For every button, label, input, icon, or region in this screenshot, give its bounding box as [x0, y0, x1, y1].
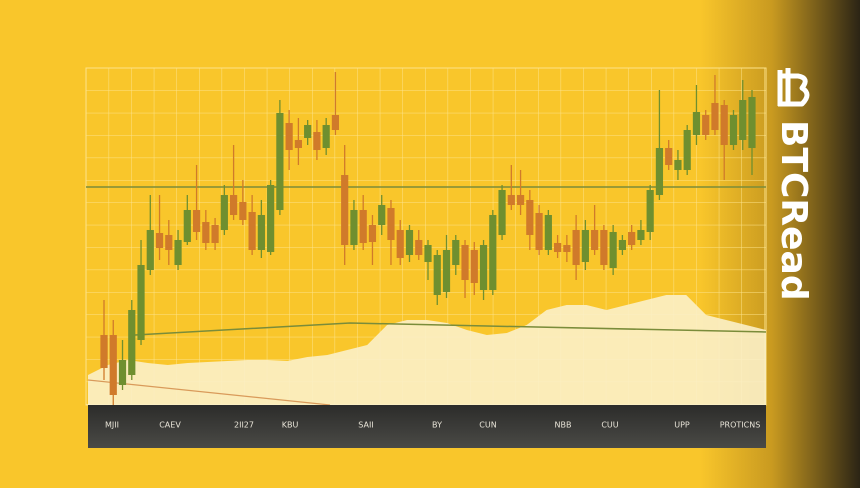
candle-body — [424, 245, 432, 262]
candle-body — [655, 148, 664, 195]
candle-body — [591, 230, 599, 250]
candle-body — [137, 265, 145, 340]
candle-body — [128, 310, 136, 375]
volume-area — [88, 295, 766, 405]
candle-body — [248, 212, 256, 250]
candle-body — [285, 123, 293, 150]
candle-body — [155, 233, 164, 248]
x-label: SAII — [358, 421, 373, 430]
candle-body — [350, 210, 358, 245]
candle-body — [442, 250, 451, 292]
candle-body — [637, 230, 645, 240]
candle-body — [702, 115, 710, 135]
x-label: 2II27 — [234, 421, 254, 430]
candle-body — [100, 335, 108, 368]
candle-body — [387, 208, 395, 240]
x-label: CUN — [479, 421, 496, 430]
candle-body — [563, 245, 571, 252]
candle-body — [174, 240, 182, 265]
candle-body — [720, 105, 728, 145]
candle-body — [276, 113, 284, 210]
candle-body — [118, 360, 127, 385]
x-label: BY — [432, 421, 442, 430]
candle-body — [470, 250, 478, 283]
x-label: CAEV — [159, 421, 181, 430]
candle-body — [711, 103, 719, 130]
candle-body — [544, 215, 552, 250]
candle-body — [220, 195, 228, 230]
candle-body — [230, 195, 238, 215]
candle-body — [683, 130, 691, 170]
candle-body — [674, 160, 682, 170]
candle-body — [192, 210, 201, 232]
candle-body — [646, 190, 654, 232]
candle-body — [516, 195, 525, 205]
candle-body — [489, 215, 497, 290]
candle-body — [581, 230, 589, 262]
candle-body — [109, 335, 117, 395]
x-label: KBU — [282, 421, 299, 430]
trend-line — [87, 379, 331, 406]
candle-body — [146, 230, 154, 270]
axis-band — [88, 405, 766, 448]
candle-body — [239, 202, 247, 220]
candle-body — [331, 115, 340, 130]
candle-body — [433, 255, 441, 295]
candle-body — [359, 210, 367, 243]
candle-body — [628, 232, 636, 245]
candle-body — [479, 245, 488, 290]
brand-logo — [777, 68, 810, 107]
candle-body — [294, 140, 302, 148]
x-label: NBB — [555, 421, 572, 430]
candle-body — [498, 190, 506, 235]
candle-body — [665, 148, 673, 165]
candle-body — [618, 240, 626, 250]
candle-body — [461, 245, 469, 280]
candle-body — [378, 205, 386, 225]
x-label: UPP — [674, 421, 690, 430]
candle-body — [202, 222, 210, 243]
candle-body — [257, 215, 265, 250]
candle-body — [535, 213, 543, 250]
candle-body — [405, 230, 414, 255]
trend-line — [134, 322, 767, 336]
candle-body — [415, 240, 423, 255]
candle-body — [183, 210, 191, 242]
candle-body — [739, 100, 747, 140]
candle-body — [507, 195, 515, 205]
candle-body — [211, 225, 219, 243]
candle-body — [313, 132, 321, 150]
candle-body — [526, 200, 534, 235]
x-label: CUU — [601, 421, 618, 430]
candle-body — [304, 125, 312, 138]
candle-body — [341, 175, 349, 245]
candle-body — [165, 235, 173, 250]
candle-body — [609, 232, 617, 268]
candle-body — [554, 243, 562, 252]
brand-name: BTCRead — [773, 120, 814, 301]
x-label: MJII — [105, 421, 119, 430]
logo-icon — [777, 68, 810, 107]
candle-body — [368, 225, 377, 242]
candle-body — [692, 112, 701, 135]
candle-body — [452, 240, 460, 265]
candle-body — [600, 230, 608, 265]
x-label: PROTICNS — [720, 421, 761, 430]
candle-body — [729, 115, 738, 145]
candle-body — [572, 230, 580, 265]
candle-body — [748, 97, 756, 148]
candle-body — [396, 230, 404, 258]
candle-body — [267, 185, 275, 252]
candle-body — [322, 125, 330, 148]
